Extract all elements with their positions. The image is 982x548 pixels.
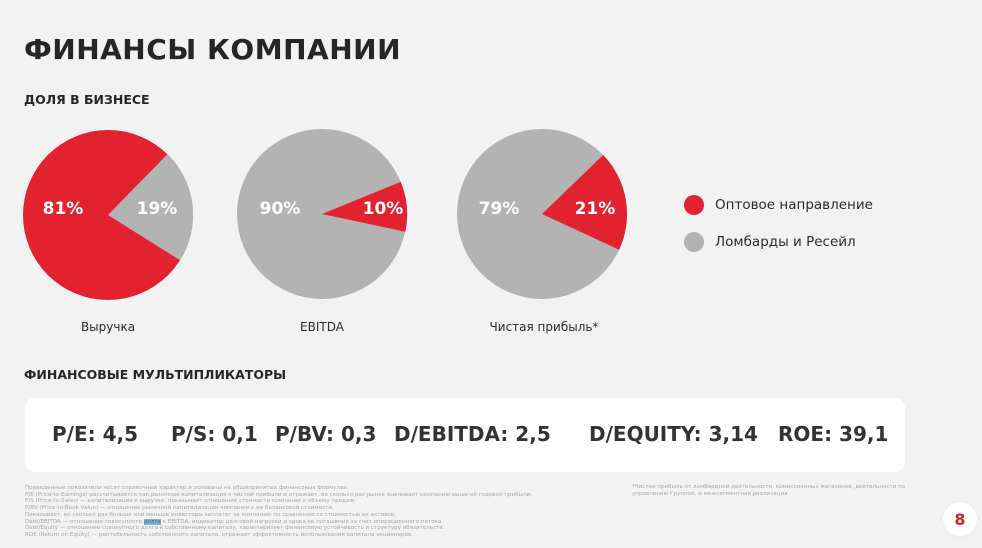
- note-text: Debt/EBITDA — отношение совокупного: [25, 518, 144, 525]
- share-section-title: ДОЛЯ В БИЗНЕСЕ: [24, 92, 150, 107]
- page-title: ФИНАНСЫ КОМПАНИИ: [24, 33, 402, 66]
- legend-label: Ломбарды и Ресейл: [715, 234, 856, 250]
- pie-value-wholesale: 10%: [362, 199, 404, 219]
- net-profit-footnote: *Чистая прибыль от ломбардной деятельнос…: [632, 484, 906, 497]
- page-number: 8: [943, 502, 977, 536]
- pie-chart-net-profit: 79% 21%: [452, 124, 632, 304]
- legend-item-wholesale: Оптовое направление: [684, 194, 873, 216]
- pie-slice-wholesale: [542, 155, 628, 250]
- multipliers-section-title: ФИНАНСОВЫЕ МУЛЬТИПЛИКАТОРЫ: [24, 367, 287, 382]
- pie-slice-wholesale: [322, 181, 408, 232]
- pie-caption-revenue: Выручка: [80, 320, 136, 334]
- note-text: к EBITDA, индикатор долговой нагрузки и …: [160, 518, 444, 525]
- pie-caption-ebitda: EBITDA: [300, 320, 344, 334]
- pie-value-pawnshops: 79%: [478, 199, 520, 219]
- pie-caption-net-profit: Чистая прибыль*: [489, 320, 599, 334]
- note-line: Показывает, во сколько раз больше или ме…: [25, 511, 397, 518]
- multiplier-pbv: P/BV: 0,3: [275, 422, 377, 446]
- legend-label: Оптовое направление: [715, 197, 873, 213]
- note-line: ROE (Return on Equity) — рентабельность …: [25, 531, 414, 538]
- note-line: P/S (Price-to-Sales) — капитализация к в…: [25, 498, 357, 505]
- note-line-debt-ebitda: Debt/EBITDA — отношение совокупного долг…: [25, 518, 625, 526]
- selected-text[interactable]: долга: [143, 518, 161, 525]
- legend-item-pawnshops: Ломбарды и Ресейл: [684, 231, 873, 253]
- pie-value-pawnshops: 90%: [259, 199, 301, 219]
- multiplier-roe: ROE: 39,1: [778, 422, 889, 446]
- chart-legend: Оптовое направление Ломбарды и Ресейл: [684, 194, 873, 268]
- pie-slice-pawnshops: [108, 154, 194, 261]
- multiplier-ps: P/S: 0,1: [171, 422, 258, 446]
- pie-value-wholesale: 81%: [42, 199, 84, 219]
- multiplier-d-equity: D/EQUITY: 3,14: [589, 422, 758, 446]
- pie-chart-revenue: 81% 19%: [18, 125, 198, 305]
- pie-value-wholesale: 21%: [574, 199, 616, 219]
- grey-dot-icon: [684, 232, 704, 252]
- note-line: P/BV (Price-to-Book Value) — отношение р…: [25, 505, 334, 512]
- multiplier-d-ebitda: D/EBITDA: 2,5: [394, 422, 551, 446]
- note-line: Debt/Equity — отношение совокупного долг…: [25, 525, 445, 532]
- note-line: Приведенные показатели носят справочный …: [25, 485, 349, 491]
- note-line: P/E (Price-to-Earnings) рассчитывается к…: [25, 491, 533, 498]
- multipliers-card: P/E: 4,5 P/S: 0,1 P/BV: 0,3 D/EBITDA: 2,…: [25, 398, 905, 472]
- multiplier-pe: P/E: 4,5: [52, 422, 139, 446]
- red-dot-icon: [684, 195, 704, 215]
- pie-chart-ebitda: 90% 10%: [232, 124, 412, 304]
- pie-value-pawnshops: 19%: [136, 199, 178, 219]
- footnotes: Приведенные показатели носят справочный …: [25, 485, 625, 539]
